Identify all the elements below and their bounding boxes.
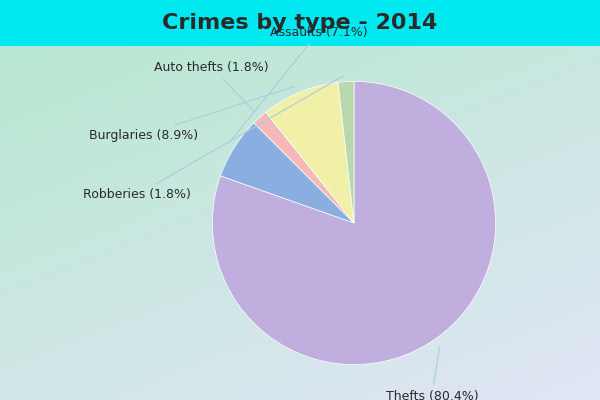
Wedge shape xyxy=(338,81,354,223)
Wedge shape xyxy=(254,112,354,223)
Text: Thefts (80.4%): Thefts (80.4%) xyxy=(386,347,478,400)
Wedge shape xyxy=(266,82,354,223)
Text: Burglaries (8.9%): Burglaries (8.9%) xyxy=(89,86,295,142)
Text: Assaults (7.1%): Assaults (7.1%) xyxy=(230,26,367,142)
Text: Robberies (1.8%): Robberies (1.8%) xyxy=(83,76,343,201)
Wedge shape xyxy=(220,123,354,223)
Text: Crimes by type - 2014: Crimes by type - 2014 xyxy=(163,13,437,33)
Wedge shape xyxy=(212,81,496,364)
Text: Auto thefts (1.8%): Auto thefts (1.8%) xyxy=(154,61,269,110)
